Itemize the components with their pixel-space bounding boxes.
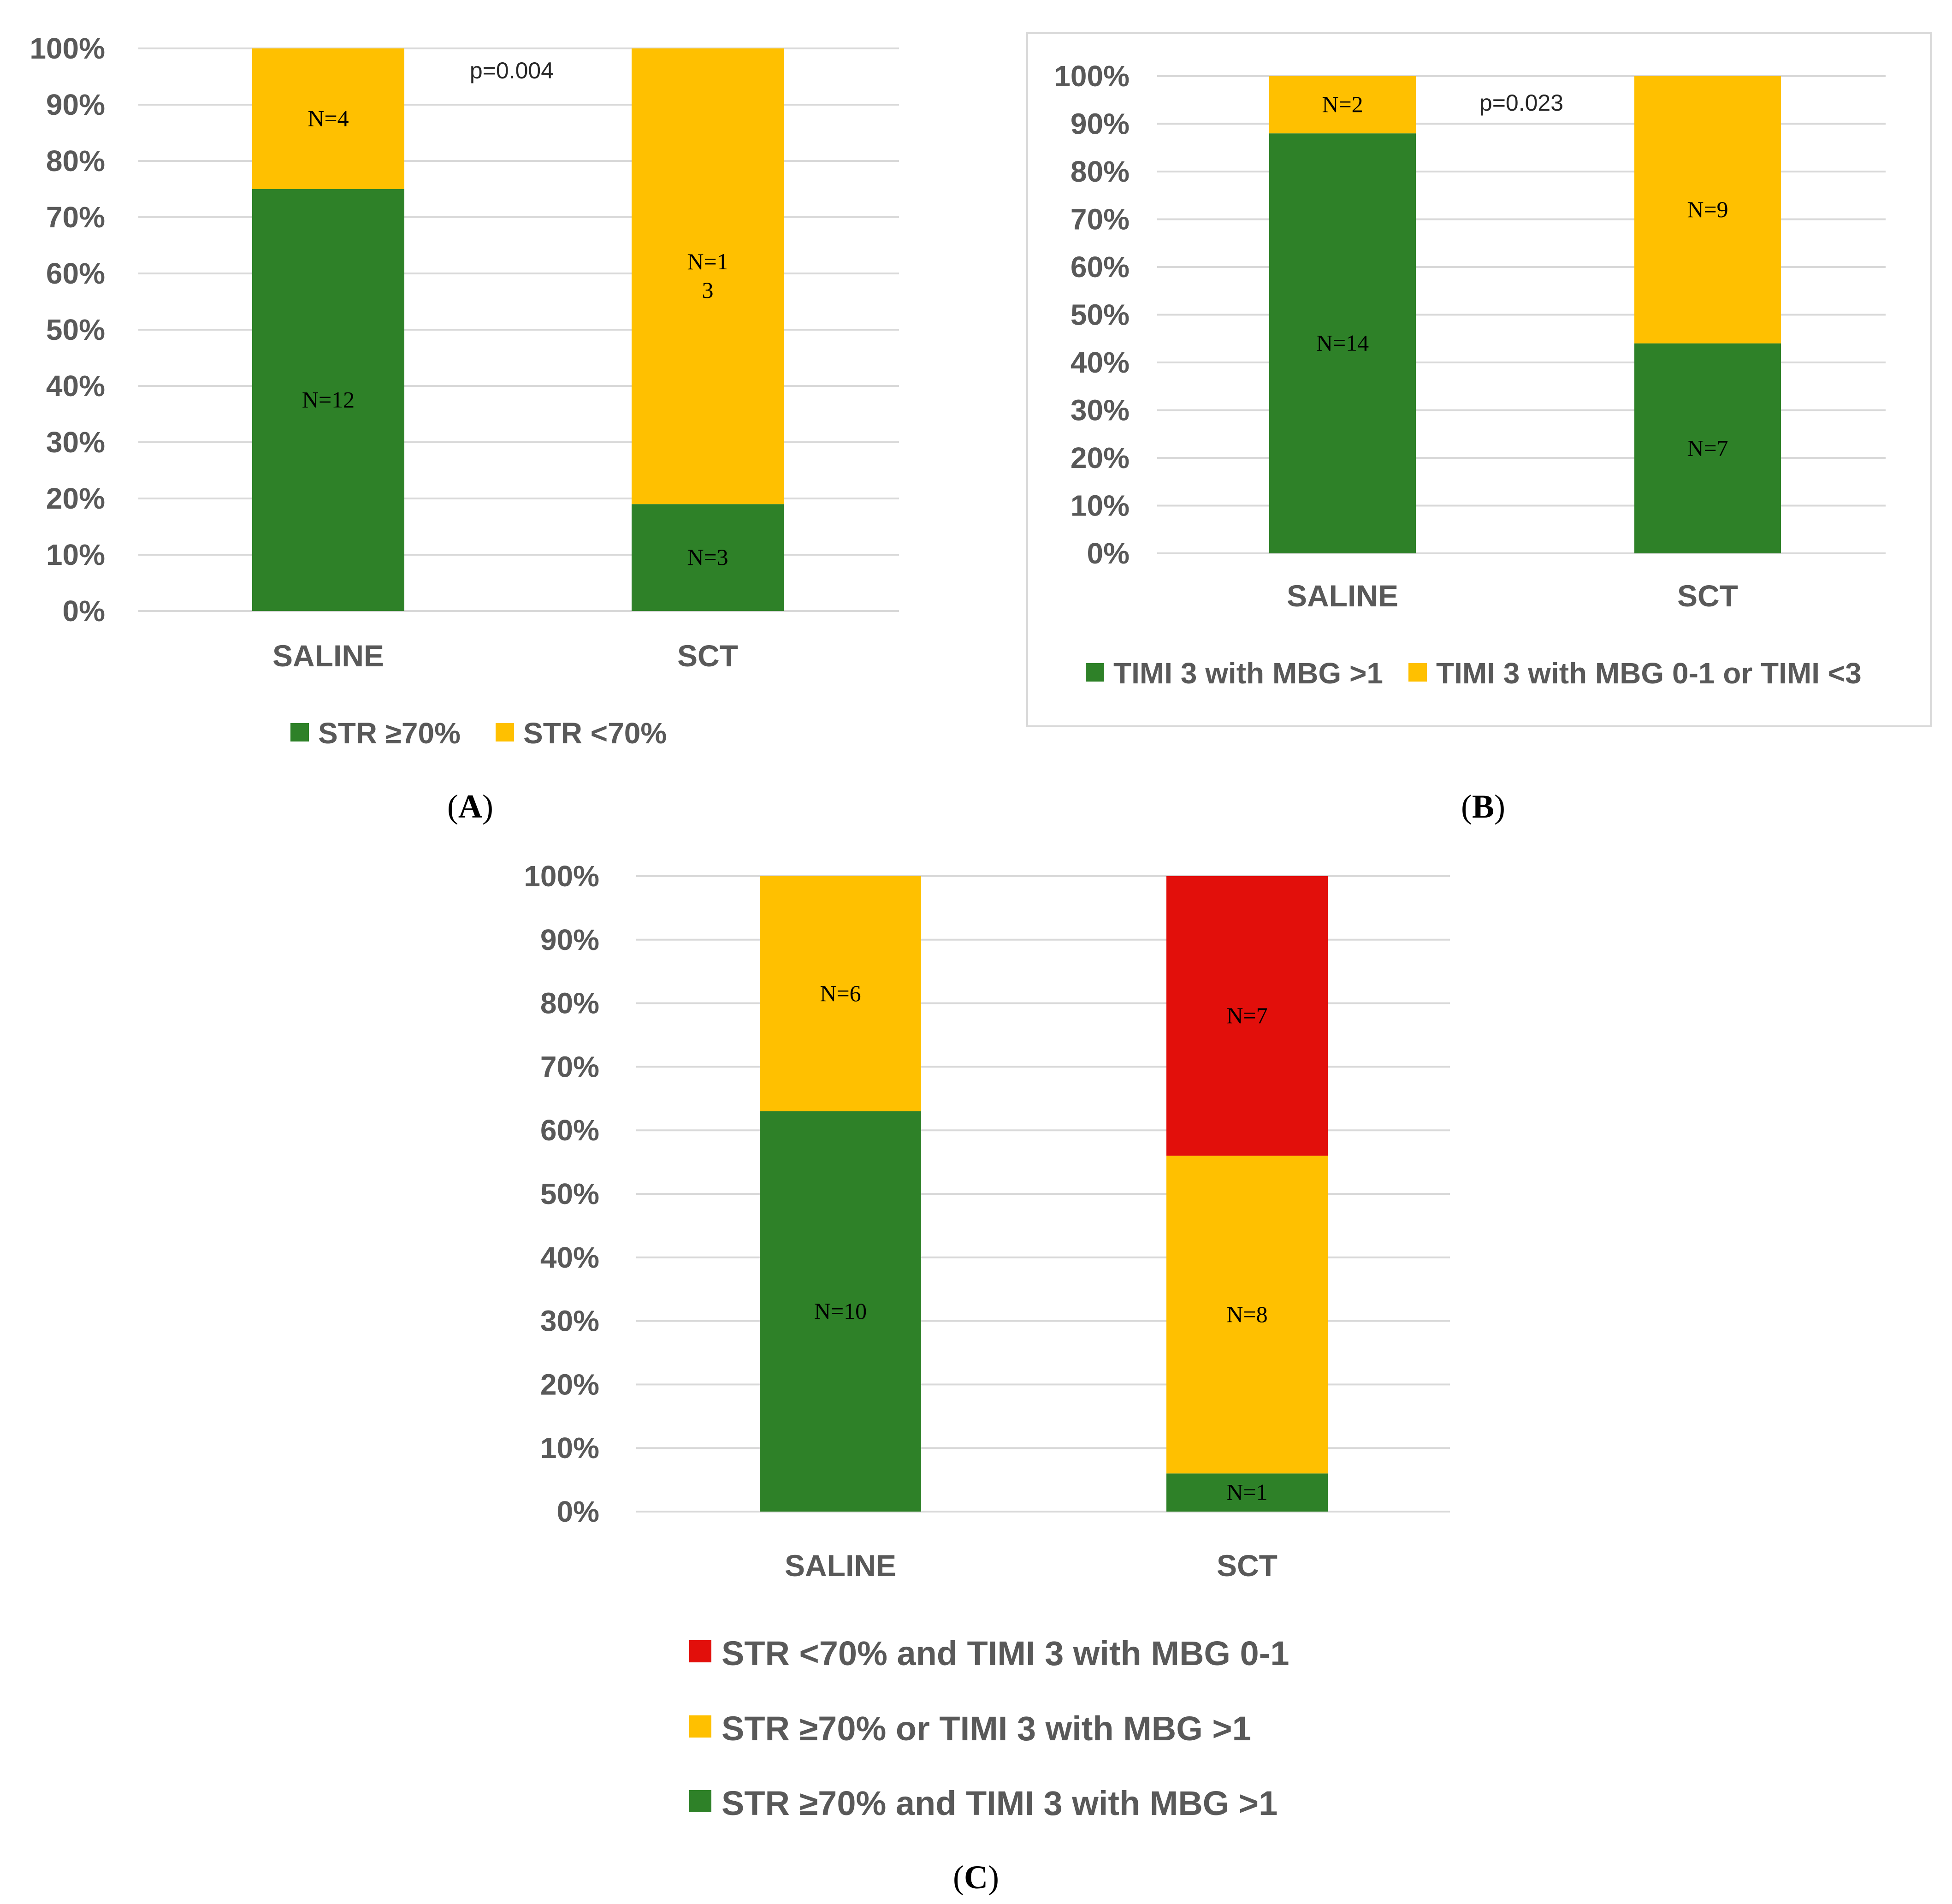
chart-a-p-value: p=0.004 bbox=[470, 58, 554, 83]
chart-b-bar-sct-green bbox=[1634, 343, 1781, 553]
chart-b-ytick: 40% bbox=[1071, 346, 1130, 379]
chart-b-data-label: N=9 bbox=[1687, 196, 1728, 222]
panel-label-b: (B) bbox=[1461, 788, 1505, 825]
chart-a-ytick: 10% bbox=[46, 538, 105, 571]
chart-c-legend-label: STR ≥70% or TIMI 3 with MBG >1 bbox=[722, 1709, 1251, 1748]
chart-a-legend-label: STR <70% bbox=[523, 717, 667, 750]
chart-b-bar-saline-yellow bbox=[1269, 76, 1416, 134]
chart-a-ytick: 80% bbox=[46, 144, 105, 178]
chart-b-ytick: 30% bbox=[1071, 394, 1130, 427]
chart-b-legend-label: TIMI 3 with MBG >1 bbox=[1113, 657, 1383, 690]
chart-c-ytick: 50% bbox=[540, 1177, 599, 1210]
chart-c-ytick: 70% bbox=[540, 1050, 599, 1083]
chart-c: 0% 10% 20% 30% 40% 50% 60% 70% 80% 90% 100% N=10 N=6… bbox=[524, 860, 1450, 1822]
chart-c-data-label: N=1 bbox=[1226, 1479, 1267, 1505]
chart-c-data-label: N=6 bbox=[820, 980, 861, 1006]
chart-c-ytick: 20% bbox=[540, 1368, 599, 1401]
chart-c-ytick: 0% bbox=[557, 1495, 600, 1528]
chart-c-ytick: 40% bbox=[540, 1241, 599, 1274]
chart-a-ytick: 90% bbox=[46, 88, 105, 121]
chart-c-data-label: N=8 bbox=[1226, 1301, 1267, 1327]
chart-c-bar-saline-green bbox=[760, 1111, 921, 1512]
chart-a-category-label: SCT bbox=[677, 639, 738, 673]
chart-c-ytick: 100% bbox=[524, 860, 599, 893]
chart-a-legend-swatch bbox=[290, 723, 309, 741]
chart-a-ytick: 20% bbox=[46, 482, 105, 515]
chart-a-data-label: N=3 bbox=[687, 544, 728, 570]
chart-a-ytick: 100% bbox=[30, 32, 105, 65]
chart-c-data-label: N=7 bbox=[1226, 1002, 1267, 1028]
chart-a-ytick: 30% bbox=[46, 426, 105, 459]
chart-a-bar-sct-green bbox=[632, 504, 784, 611]
chart-b-ytick: 70% bbox=[1071, 203, 1130, 236]
chart-c-legend-label: STR <70% and TIMI 3 with MBG 0-1 bbox=[722, 1634, 1289, 1673]
chart-a-category-label: SALINE bbox=[272, 639, 384, 673]
chart-c-ytick: 60% bbox=[540, 1114, 599, 1147]
chart-a-bar-saline-green bbox=[252, 189, 404, 611]
chart-c-ytick: 10% bbox=[540, 1431, 599, 1465]
chart-c-data-label: N=10 bbox=[814, 1298, 867, 1324]
chart-b-data-label: N=14 bbox=[1316, 330, 1369, 356]
chart-b-bar-sct-yellow bbox=[1634, 76, 1781, 344]
chart-a-data-label: N=4 bbox=[308, 106, 349, 131]
chart-c-bar-sct-yellow bbox=[1166, 1156, 1328, 1474]
chart-b-legend-swatch bbox=[1086, 663, 1104, 682]
chart-a-bar-sct-yellow bbox=[632, 48, 784, 504]
chart-c-legend-swatch bbox=[689, 1640, 711, 1662]
chart-c-bar-sct-green bbox=[1166, 1473, 1328, 1512]
panel-label-a: (A) bbox=[447, 788, 493, 825]
chart-b-ytick: 60% bbox=[1071, 250, 1130, 284]
chart-b-ytick: 0% bbox=[1087, 537, 1130, 570]
chart-b-legend-label: TIMI 3 with MBG 0-1 or TIMI <3 bbox=[1436, 657, 1862, 690]
chart-c-category-label: SALINE bbox=[785, 1548, 896, 1583]
chart-b-category-label: SALINE bbox=[1287, 579, 1398, 613]
chart-b-ytick: 50% bbox=[1071, 298, 1130, 332]
chart-b-ytick: 20% bbox=[1071, 441, 1130, 475]
chart-c-legend-swatch bbox=[689, 1715, 711, 1738]
chart-b-p-value: p=0.023 bbox=[1479, 90, 1563, 116]
chart-a-ytick: 60% bbox=[46, 257, 105, 290]
chart-b-frame bbox=[1026, 32, 1932, 727]
chart-a-legend-label: STR ≥70% bbox=[318, 717, 461, 750]
chart-b-ytick: 100% bbox=[1054, 59, 1130, 93]
panel-label-c: (C) bbox=[953, 1859, 999, 1896]
chart-b-ytick: 10% bbox=[1071, 489, 1130, 522]
chart-c-ytick: 90% bbox=[540, 923, 599, 956]
chart-b-category-label: SCT bbox=[1677, 579, 1738, 613]
chart-c-bar-saline-yellow bbox=[760, 876, 921, 1111]
chart-a-ytick: 50% bbox=[46, 313, 105, 346]
chart-c-ytick: 80% bbox=[540, 987, 599, 1020]
chart-c-ytick: 30% bbox=[540, 1305, 599, 1338]
chart-a-bar-saline-yellow bbox=[252, 48, 404, 189]
chart-b-data-label: N=2 bbox=[1322, 91, 1363, 117]
chart-a-data-label: N=1 3 bbox=[687, 249, 728, 303]
chart-c-bar-sct-red bbox=[1166, 876, 1328, 1156]
chart-a-ytick: 0% bbox=[63, 594, 106, 628]
chart-c-legend-label: STR ≥70% and TIMI 3 with MBG >1 bbox=[722, 1784, 1278, 1822]
chart-a-legend-swatch bbox=[496, 723, 514, 741]
chart-b-ytick: 80% bbox=[1071, 155, 1130, 188]
chart-b-ytick: 90% bbox=[1071, 107, 1130, 141]
chart-a-ytick: 70% bbox=[46, 201, 105, 234]
chart-a-ytick: 40% bbox=[46, 369, 105, 403]
chart-b-legend-swatch bbox=[1408, 663, 1427, 682]
chart-b-bar-saline-green bbox=[1269, 133, 1416, 553]
chart-b: 0% 10% 20% 30% 40% 50% 60% 70% 80% 90% 100% N=14 N=2… bbox=[1026, 32, 1932, 727]
chart-c-category-label: SCT bbox=[1217, 1548, 1278, 1583]
chart-a: 0% 10% 20% 30% 40% 50% 60% 70% 80% 90% 100% N=12 N=4… bbox=[30, 32, 899, 750]
chart-b-data-label: N=7 bbox=[1687, 435, 1728, 461]
chart-c-legend-swatch bbox=[689, 1790, 711, 1812]
chart-a-data-label: N=12 bbox=[302, 387, 355, 413]
